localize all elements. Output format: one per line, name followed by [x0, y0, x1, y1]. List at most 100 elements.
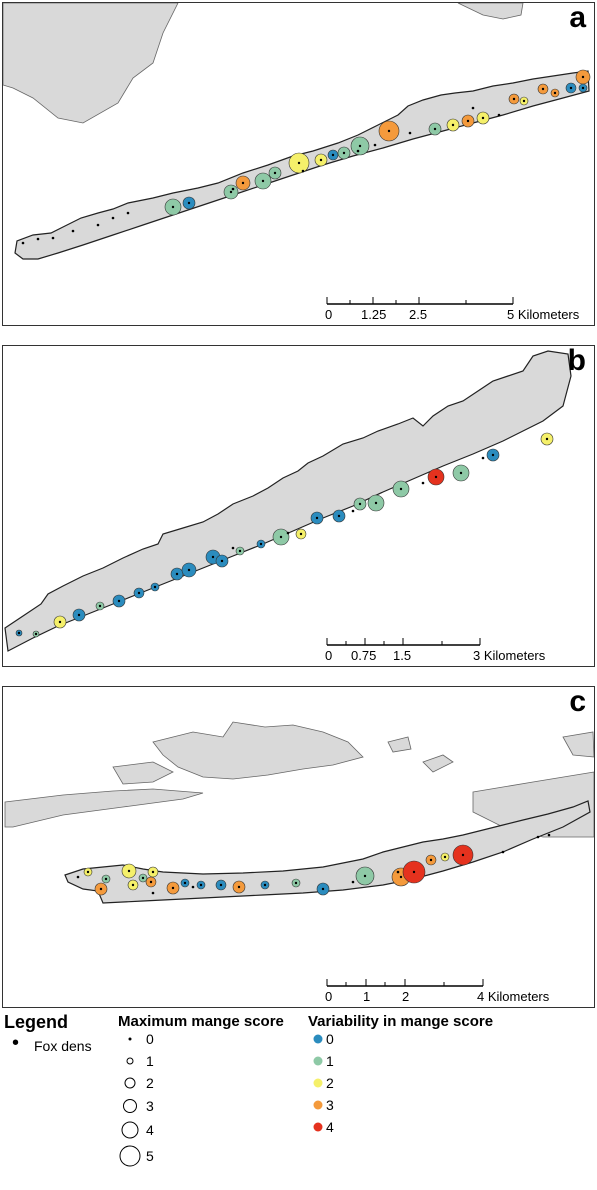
scale-b-tick-3: 3 Kilometers	[473, 648, 545, 663]
max-mange-circle-5	[120, 1146, 140, 1166]
fox-den-dot	[359, 145, 361, 147]
fox-den-dot	[232, 188, 235, 191]
scale-a-tick-2: 2.5	[409, 307, 427, 322]
fox-den-dot	[482, 457, 485, 460]
fox-den-dot	[100, 888, 102, 890]
fox-den-dot	[172, 887, 174, 889]
fox-den-dot	[467, 120, 469, 122]
variability-circle-1	[314, 1057, 323, 1066]
fox-den-dot	[482, 117, 484, 119]
fox-den-dot	[212, 556, 214, 558]
fox-den-dot	[435, 476, 437, 478]
fox-den-dot	[546, 438, 548, 440]
variability-circle-2	[314, 1079, 323, 1088]
fox-den-dot	[460, 472, 462, 474]
scale-a-tick-3: 5 Kilometers	[507, 307, 579, 322]
fox-den-dot	[537, 836, 540, 839]
fox-den-dot	[502, 851, 505, 854]
max-mange-level-4: 4	[146, 1122, 154, 1138]
fox-den-dot	[332, 154, 334, 156]
scalebar-b-ticks	[325, 636, 525, 646]
max-mange-circle-0	[129, 1038, 132, 1041]
variability-level-1: 1	[326, 1053, 334, 1069]
fox-den-dot	[52, 237, 55, 240]
fox-den-dot	[400, 488, 402, 490]
fox-den-dot	[472, 107, 475, 110]
fox-den-dot	[374, 144, 377, 147]
fox-den-dot	[554, 92, 556, 94]
fox-den-dot	[462, 854, 464, 856]
fox-den-dot	[22, 242, 25, 245]
fox-den-dot	[322, 888, 324, 890]
fox-den-dot	[35, 633, 37, 635]
fox-den-dot	[400, 876, 402, 878]
fox-dens-label: Fox dens	[34, 1038, 92, 1054]
fox-den-dot	[152, 871, 154, 873]
fox-den-dot	[430, 859, 432, 861]
fox-den-dot	[238, 886, 240, 888]
fox-den-dot	[18, 632, 20, 634]
scalebar-a: 0 1.25 2.5 5 Kilometers	[325, 295, 525, 321]
fox-den-dot	[97, 224, 100, 227]
panel-label-a: a	[569, 2, 586, 35]
fox-den-dot	[176, 573, 178, 575]
fox-den-dot	[352, 881, 355, 884]
variability-level-3: 3	[326, 1097, 334, 1113]
variability-circle-0	[314, 1035, 323, 1044]
fox-den-dot	[320, 159, 322, 161]
fox-den-dot	[192, 886, 195, 889]
max-mange-circle-1	[127, 1058, 133, 1064]
fox-den-dot	[498, 114, 501, 117]
variability-level-2: 2	[326, 1075, 334, 1091]
fox-den-dot	[298, 162, 300, 164]
fox-den-dot	[388, 130, 390, 132]
fox-den-dot	[138, 592, 140, 594]
variability-circle-3	[314, 1101, 323, 1110]
fox-den-dot	[132, 884, 134, 886]
fox-den-dot	[302, 170, 305, 173]
map-b-svg	[3, 346, 594, 666]
fox-den-dot	[220, 884, 222, 886]
scale-a-tick-1: 1.25	[361, 307, 386, 322]
fox-den-dot	[172, 206, 174, 208]
fox-den-dot	[152, 892, 155, 895]
max-mange-circle-3	[124, 1100, 137, 1113]
fox-den-dot	[221, 560, 223, 562]
fox-den-dot	[357, 150, 360, 153]
fox-den-dot	[548, 834, 551, 837]
fox-den-dot	[542, 88, 544, 90]
max-mange-symbols	[118, 1030, 148, 1190]
fox-den-dot	[413, 871, 415, 873]
fox-den-dot	[87, 871, 89, 873]
scale-c-tick-2: 2	[402, 989, 409, 1004]
scale-c-tick-3: 4 Kilometers	[477, 989, 549, 1004]
map-panel-b: b 0 0.75 1.5 3 Kilometers	[2, 345, 595, 667]
variability-circle-4	[314, 1123, 323, 1132]
fox-den-dot	[422, 482, 425, 485]
fox-den-dot	[434, 128, 436, 130]
scale-c-tick-0: 0	[325, 989, 332, 1004]
fox-den-dot	[364, 875, 366, 877]
fox-den-dot	[142, 877, 144, 879]
max-mange-level-5: 5	[146, 1148, 154, 1164]
scalebar-a-ticks	[325, 295, 525, 305]
fox-den-dot	[492, 454, 494, 456]
max-mange-circle-4	[122, 1122, 138, 1138]
map-panel-a: a 0 1.25 2.5 5 Kilometers	[2, 2, 595, 326]
fox-den-dot	[397, 871, 400, 874]
fox-den-dot	[316, 517, 318, 519]
max-mange-level-0: 0	[146, 1031, 154, 1047]
fox-den-dot	[582, 87, 584, 89]
fox-den-dot	[295, 882, 297, 884]
den-markers-b	[16, 433, 553, 637]
fox-den-dot	[452, 124, 454, 126]
fox-den-dot	[287, 532, 290, 535]
scale-c-tick-1: 1	[363, 989, 370, 1004]
legend-title: Legend	[4, 1012, 68, 1033]
fox-den-dot	[112, 217, 115, 220]
fox-den-dot	[359, 503, 361, 505]
fox-den-dot	[338, 515, 340, 517]
map-a-svg	[3, 3, 594, 325]
scale-a-tick-0: 0	[325, 307, 332, 322]
fox-den-dot	[262, 180, 264, 182]
